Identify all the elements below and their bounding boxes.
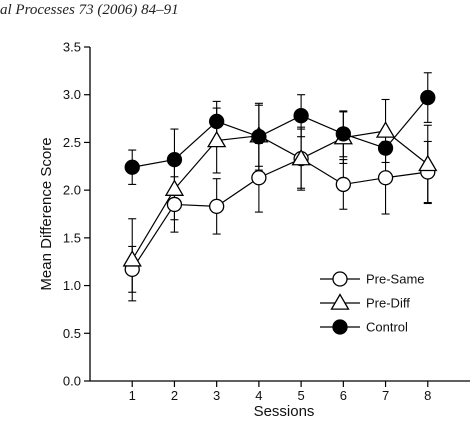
legend-marker-pre-same	[332, 271, 348, 287]
x-tick-label: 8	[424, 388, 431, 403]
x-tick-label: 2	[171, 388, 178, 403]
data-point-control	[166, 151, 183, 168]
x-tick-label: 7	[382, 388, 389, 403]
data-point-control	[251, 129, 267, 145]
x-tick-label: 4	[255, 388, 262, 403]
data-point-pre-diff	[418, 154, 438, 172]
legend: Pre-Same Pre-Diff Control	[320, 271, 425, 335]
data-point-pre-diff	[122, 250, 142, 267]
data-point-pre-same	[209, 198, 225, 215]
y-tick-label: 3.0	[63, 87, 81, 102]
y-tick-label: 1.5	[63, 230, 81, 245]
x-tick-label: 3	[213, 388, 220, 403]
y-axis-label: Mean Difference Score	[38, 137, 55, 290]
y-tick-label: 2.5	[63, 135, 81, 150]
data-point-pre-same	[377, 170, 394, 186]
series-markers	[122, 89, 438, 277]
y-tick-label: 1.0	[63, 278, 81, 293]
data-point-pre-diff	[291, 148, 311, 166]
data-point-pre-same	[166, 196, 183, 213]
data-point-control	[209, 113, 225, 130]
y-tick-label: 2.0	[63, 183, 81, 198]
legend-marker-control	[332, 319, 348, 335]
chart-axes: 0.0 0.5 1.0 1.5 2.0 2.5 3.0 3.5 1 2 3 4 5 6 7 8	[63, 40, 470, 403]
data-point-control	[335, 126, 351, 142]
data-point-pre-diff	[207, 130, 227, 148]
data-point-pre-same	[251, 170, 267, 186]
legend-label-control: Control	[366, 320, 408, 335]
y-tick-label: 3.5	[63, 40, 81, 55]
data-point-control	[124, 159, 140, 175]
series-line-pre-diff	[131, 130, 429, 261]
data-point-pre-same	[335, 176, 351, 193]
x-tick-label: 5	[297, 388, 304, 403]
y-tick-label: 0.5	[63, 326, 81, 341]
x-tick-label: 1	[129, 388, 136, 403]
legend-label-pre-same: Pre-Same	[366, 272, 425, 287]
data-point-control	[420, 89, 436, 106]
x-axis-label: Sessions	[254, 403, 315, 420]
data-point-control	[377, 140, 394, 156]
legend-marker-pre-diff	[330, 293, 350, 310]
data-point-pre-diff	[375, 121, 396, 138]
journal-header-text: al Processes 73 (2006) 84–91	[0, 2, 179, 18]
legend-label-pre-diff: Pre-Diff	[366, 296, 410, 311]
y-tick-label: 0.0	[63, 374, 81, 389]
data-point-pre-diff	[164, 179, 185, 196]
x-tick-label: 6	[340, 388, 347, 403]
data-point-control	[293, 108, 309, 124]
